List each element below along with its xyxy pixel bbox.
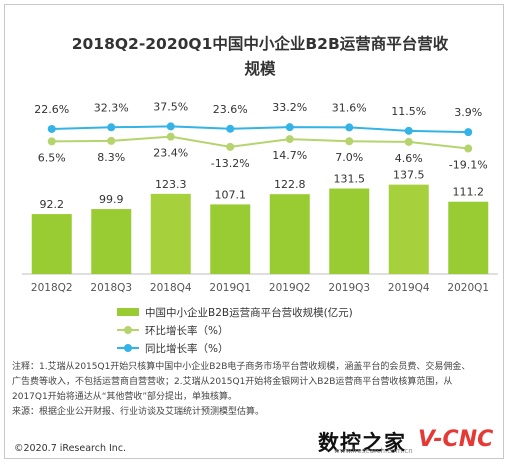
bar-2019Q3 [329, 188, 370, 274]
bar-2018Q4 [150, 193, 191, 274]
bar-2019Q4 [388, 184, 429, 274]
yoy-label-2019Q4: 11.5% [391, 105, 426, 118]
logo-cn-text: 数控之家 [318, 431, 406, 455]
yoy-point-2019Q4 [404, 126, 413, 135]
bar-2019Q1 [210, 204, 251, 274]
legend-item-yoy: 同比增长率（%） [117, 339, 353, 357]
yoy-label-2019Q2: 33.2% [272, 101, 307, 114]
x-tick-label-2019Q2: 2019Q2 [269, 282, 311, 294]
qoq-label-2019Q3: 7.0% [335, 151, 363, 164]
yoy-point-2019Q1 [226, 124, 235, 133]
qoq-point-2018Q4 [166, 132, 175, 141]
chart-svg: 92.2 2018Q2 99.9 2018Q3 123.3 2018Q4 107.1 2019… [22, 100, 498, 294]
qoq-point-2019Q2 [285, 135, 294, 144]
x-tick-label-2019Q3: 2019Q3 [328, 282, 370, 294]
legend-item-revenue: 中国中小企业B2B运营商平台营收规模(亿元) [117, 303, 353, 321]
yoy-label-2018Q2: 22.6% [34, 103, 69, 116]
copyright: ©2020.7 iResearch Inc. [14, 443, 127, 454]
qoq-label-2018Q3: 8.3% [97, 151, 125, 164]
note-line-4: 来源：根据企业公开财报、行业访谈及艾瑞统计预测模型估算。 [12, 407, 265, 417]
yoy-point-2018Q2 [47, 124, 56, 133]
x-tick-label-2018Q2: 2018Q2 [31, 282, 73, 294]
legend-qoq-swatch [117, 326, 139, 334]
legend-bar-swatch [117, 308, 139, 316]
yoy-label-2018Q3: 32.3% [94, 101, 129, 114]
qoq-point-2018Q3 [107, 136, 116, 145]
yoy-label-2019Q3: 31.6% [332, 101, 367, 114]
x-tick-label-2019Q1: 2019Q1 [209, 282, 251, 294]
qoq-label-2018Q4: 23.4% [153, 147, 188, 160]
qoq-label-2018Q2: 6.5% [38, 151, 66, 164]
chart-title-line-1: 2018Q2-2020Q1中国中小企业B2B运营商平台营收 [71, 35, 449, 53]
bar-value-label-2019Q4: 137.5 [393, 169, 425, 182]
yoy-line [51, 125, 469, 134]
yoy-label-2020Q1: 3.9% [454, 106, 482, 119]
bar-value-label-2020Q1: 111.2 [453, 186, 485, 199]
qoq-label-2019Q4: 4.6% [395, 152, 423, 165]
qoq-point-2019Q1 [226, 142, 235, 151]
qoq-line [51, 135, 469, 150]
watermark-logo: 数控之家 V-CNC www.iresearch.com.cn [318, 425, 506, 457]
x-tick-label-2018Q3: 2018Q3 [90, 282, 132, 294]
legend-label-yoy: 同比增长率（%） [145, 342, 229, 355]
yoy-point-2019Q3 [345, 123, 354, 132]
yoy-label-2019Q1: 23.6% [213, 103, 248, 116]
yoy-point-2018Q4 [166, 122, 175, 131]
legend-label-revenue: 中国中小企业B2B运营商平台营收规模(亿元) [145, 306, 353, 319]
yoy-point-2020Q1 [464, 128, 473, 137]
bar-value-label-2018Q4: 123.3 [155, 178, 187, 191]
chart-title-line-2: 规模 [244, 60, 276, 78]
bar-value-label-2018Q3: 99.9 [99, 193, 124, 206]
note-line-3: 2017Q1开始将通达从“其他营收”部分提出，单独核算。 [12, 392, 238, 402]
qoq-point-2018Q2 [47, 137, 56, 146]
yoy-point-2018Q3 [107, 123, 116, 132]
qoq-label-2020Q1: -19.1% [449, 159, 488, 172]
legend-item-qoq: 环比增长率（%） [117, 321, 353, 339]
qoq-label-2019Q1: -13.2% [211, 157, 250, 170]
legend: 中国中小企业B2B运营商平台营收规模(亿元) 环比增长率（%） 同比增长率（%） [117, 303, 353, 357]
chart-frame [4, 4, 504, 459]
yoy-label-2018Q4: 37.5% [153, 100, 188, 113]
yoy-point-2019Q2 [285, 123, 294, 132]
bar-2019Q2 [269, 194, 310, 274]
qoq-point-2019Q3 [345, 137, 354, 146]
qoq-point-2020Q1 [464, 144, 473, 153]
x-tick-label-2020Q1: 2020Q1 [447, 282, 489, 294]
note-line-2: 广告费等收入，不包括运营商自营营收；2.艾瑞从2015Q1开始将金银网计入B2B… [12, 377, 453, 387]
logo-en-text: V-CNC [418, 427, 494, 452]
bar-2018Q2 [31, 214, 72, 274]
bar-value-label-2018Q2: 92.2 [40, 198, 65, 211]
bar-2020Q1 [448, 201, 489, 274]
legend-label-qoq: 环比增长率（%） [145, 324, 229, 337]
x-tick-label-2018Q4: 2018Q4 [150, 282, 192, 294]
bar-2018Q3 [91, 209, 132, 274]
note-line-1: 注释：1.艾瑞从2015Q1开始只核算中国中小企业B2B电子商务市场平台营收规模… [12, 362, 471, 372]
legend-yoy-swatch [117, 344, 139, 352]
bar-value-label-2019Q1: 107.1 [215, 188, 247, 201]
logo-sub-text: www.iresearch.com.cn [334, 447, 413, 455]
notes: 注释：1.艾瑞从2015Q1开始只核算中国中小企业B2B电子商务市场平台营收规模… [12, 360, 496, 420]
qoq-point-2019Q4 [404, 137, 413, 146]
bar-value-label-2019Q3: 131.5 [334, 173, 366, 186]
bar-value-label-2019Q2: 122.8 [274, 178, 306, 191]
x-tick-label-2019Q4: 2019Q4 [388, 282, 430, 294]
qoq-label-2019Q2: 14.7% [272, 149, 307, 162]
